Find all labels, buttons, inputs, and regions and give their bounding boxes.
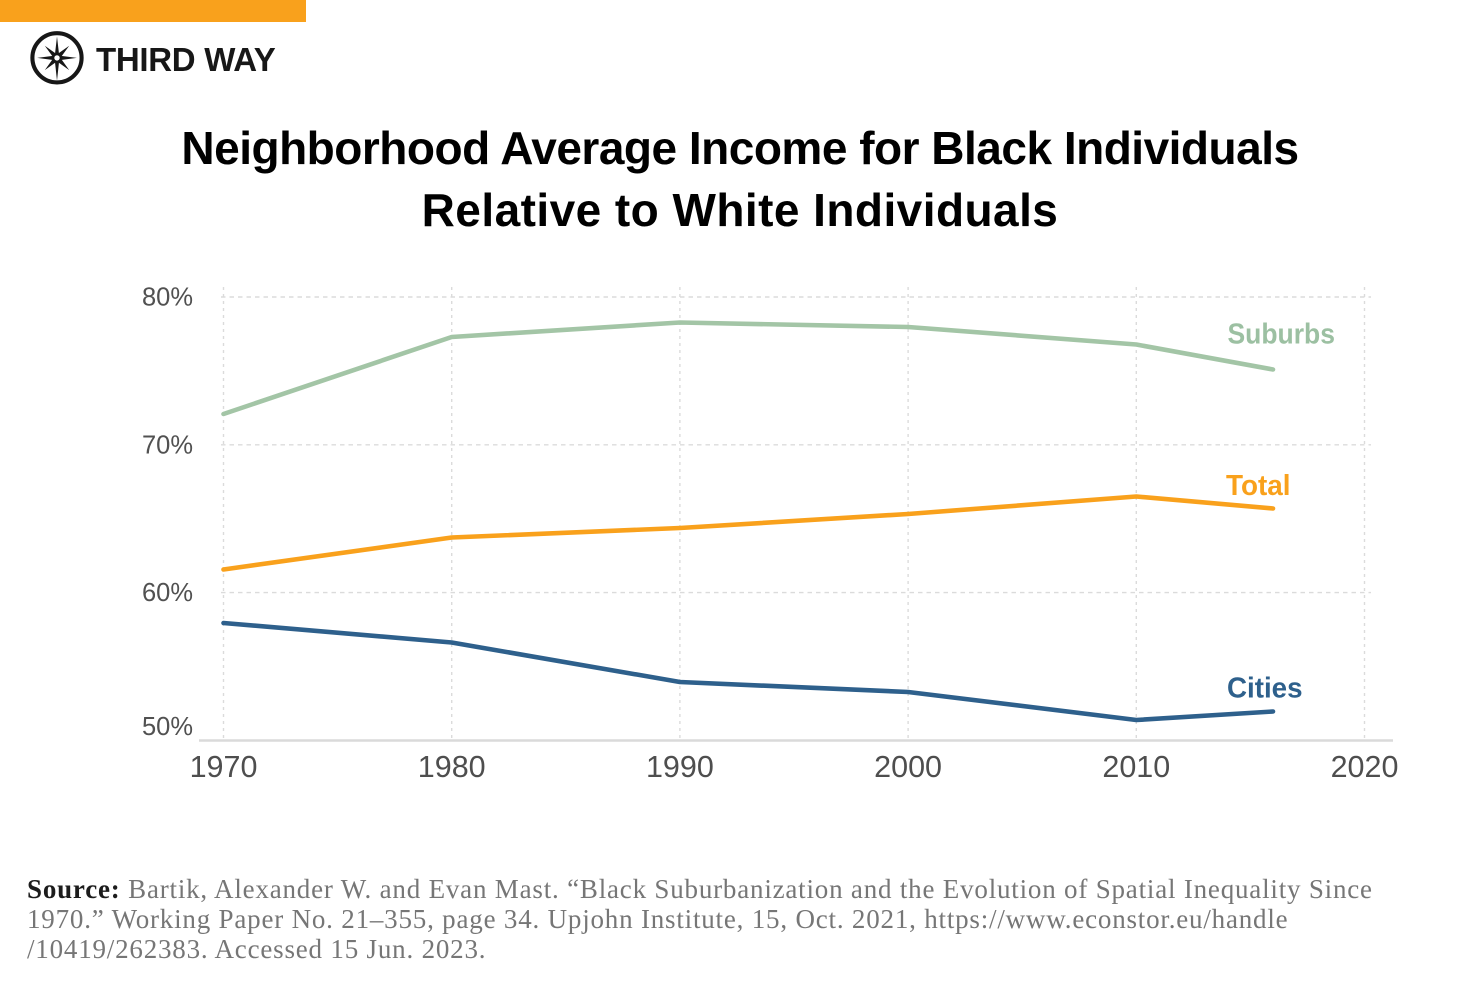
svg-text:1980: 1980 [418, 750, 486, 784]
svg-text:1970: 1970 [190, 750, 258, 784]
svg-text:Suburbs: Suburbs [1228, 319, 1336, 351]
svg-text:50%: 50% [142, 713, 193, 741]
svg-text:Cities: Cities [1227, 673, 1303, 705]
svg-text:60%: 60% [142, 579, 193, 607]
svg-text:1990: 1990 [646, 750, 714, 784]
svg-text:Total: Total [1226, 470, 1291, 502]
svg-text:2010: 2010 [1102, 750, 1170, 784]
svg-text:70%: 70% [142, 431, 193, 459]
svg-text:2020: 2020 [1331, 750, 1399, 784]
svg-text:80%: 80% [142, 284, 193, 312]
svg-text:2000: 2000 [874, 750, 942, 784]
